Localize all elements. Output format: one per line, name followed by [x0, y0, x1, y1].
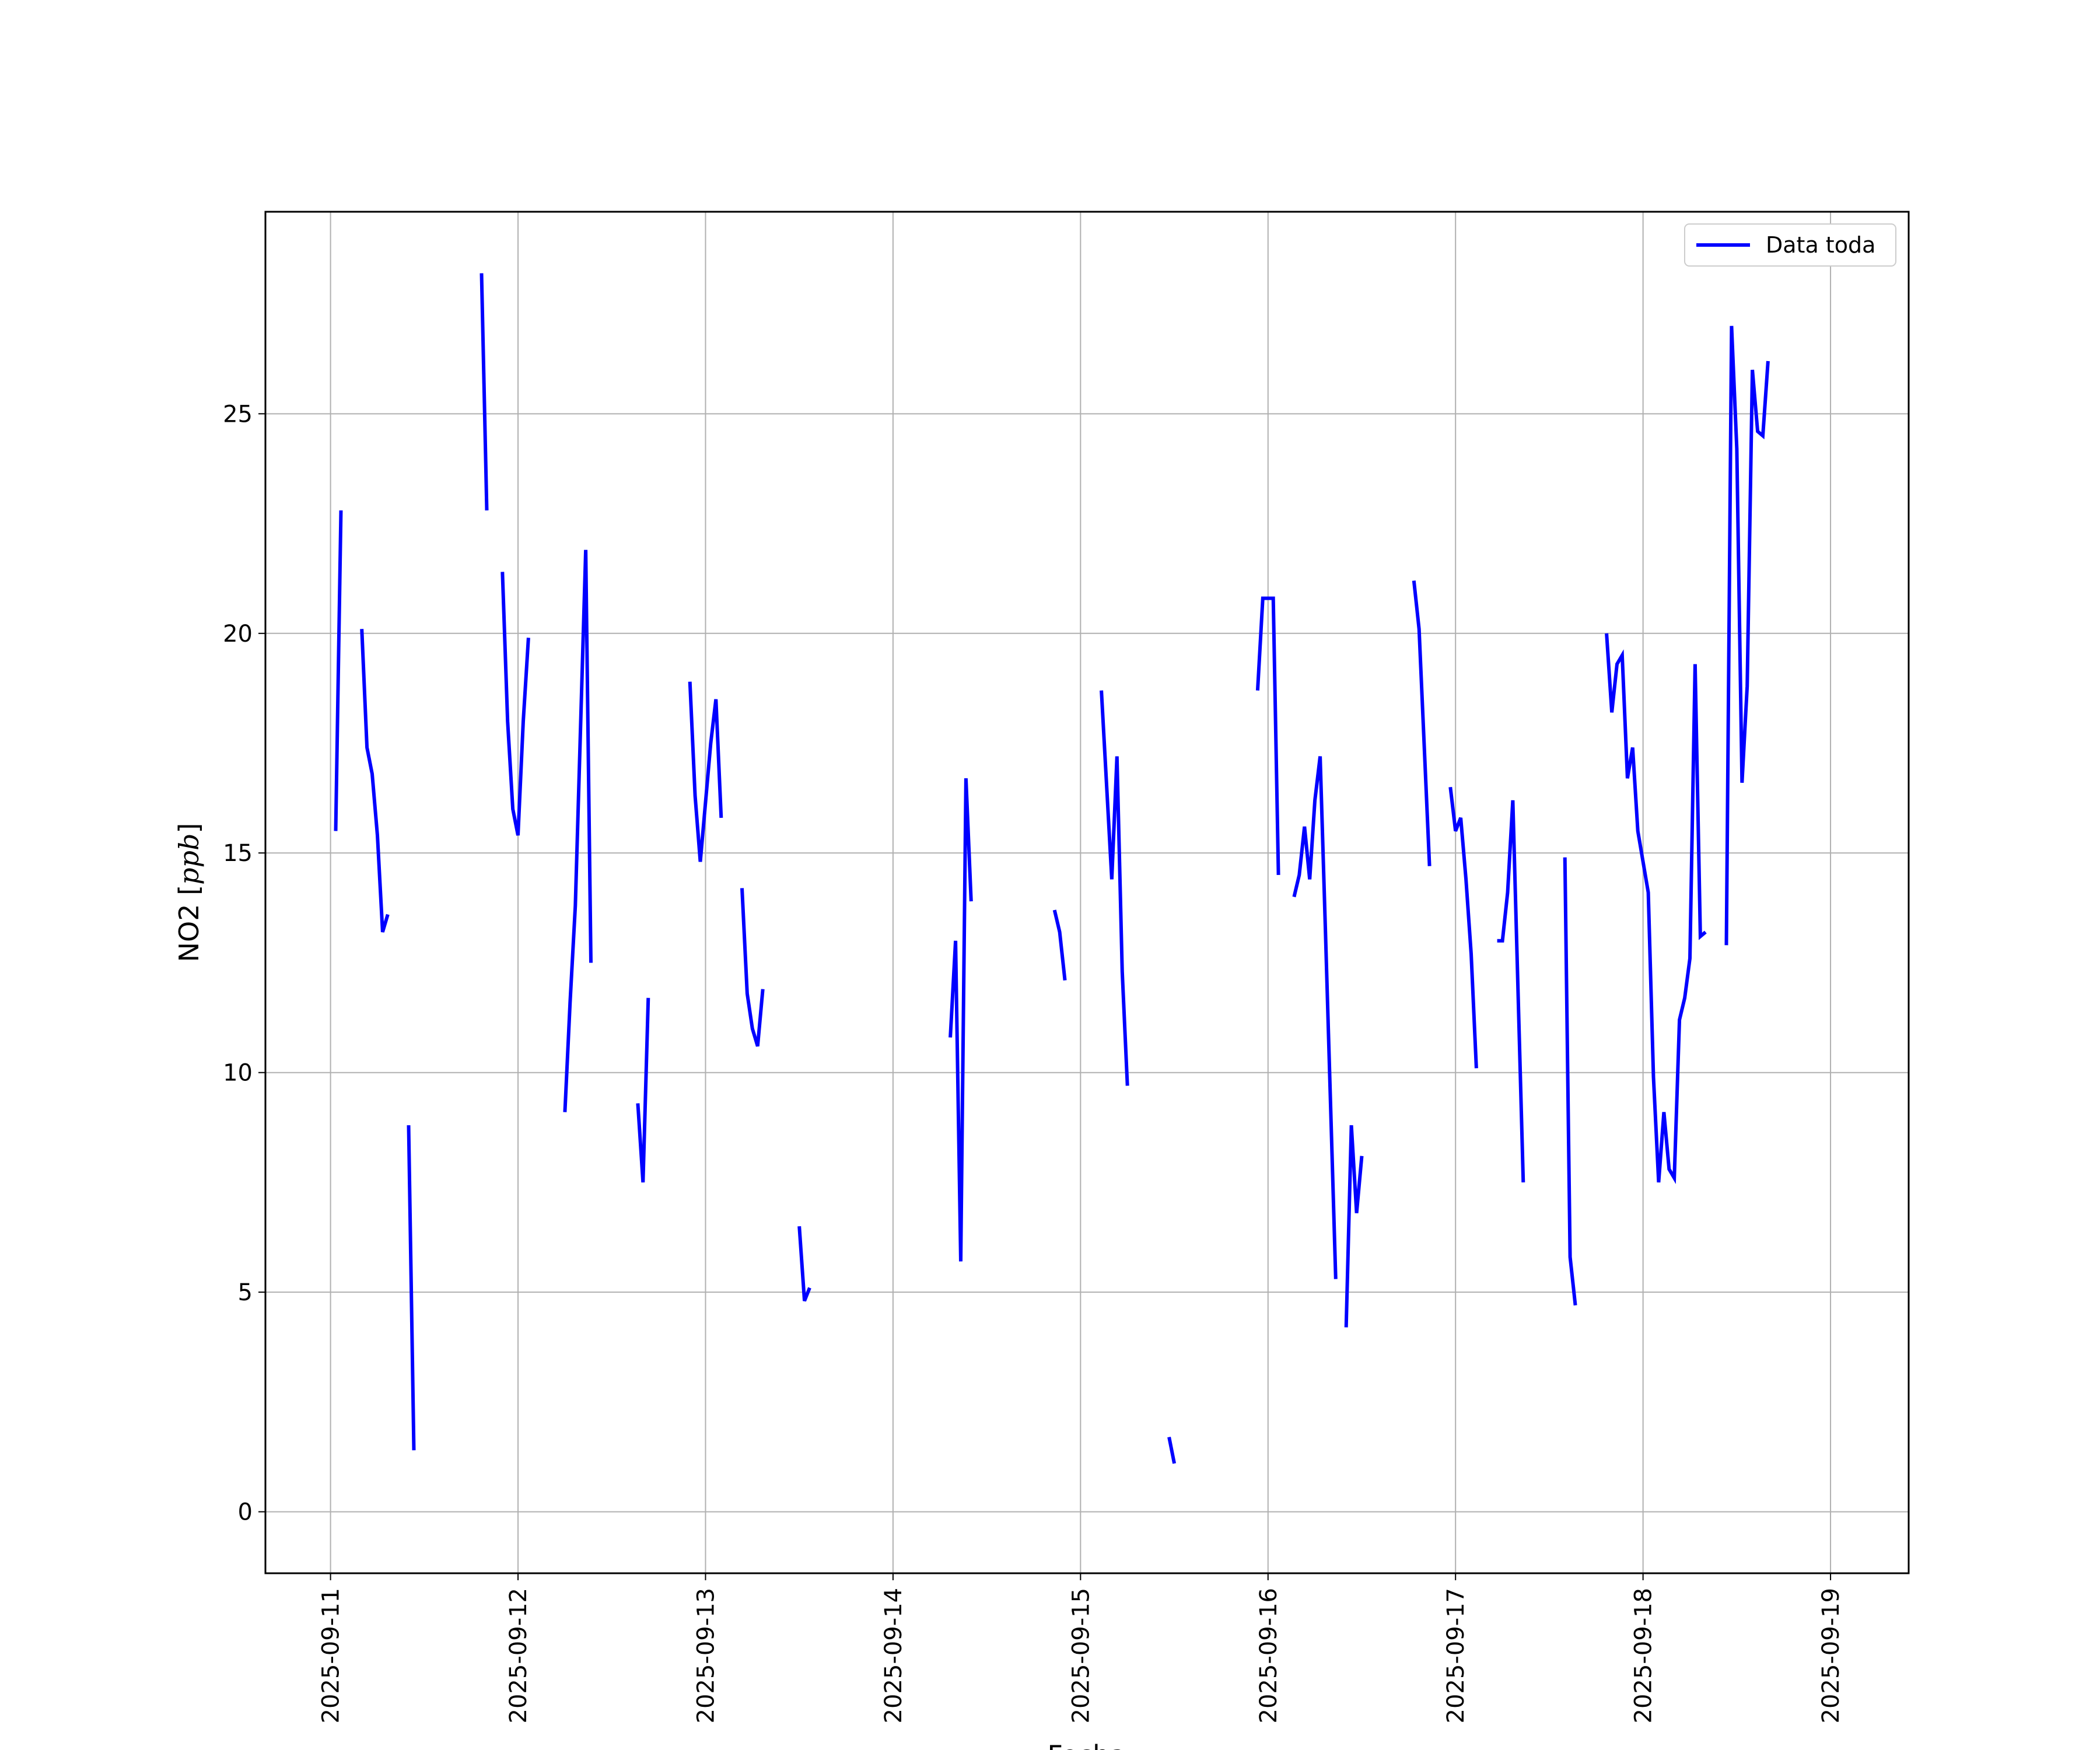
- x-tick-label: 2025-09-12: [505, 1588, 532, 1723]
- series-line-segment: [797, 1226, 811, 1302]
- series-line-segment: [949, 778, 973, 1262]
- series-line-segment: [1344, 1125, 1364, 1328]
- y-tick-label: 5: [238, 1279, 253, 1306]
- series-line-segment: [1292, 756, 1338, 1279]
- y-axis-label: NO2 [ppb]: [173, 823, 205, 963]
- x-tick-label: 2025-09-11: [318, 1588, 345, 1723]
- series-line-segment: [480, 273, 489, 511]
- y-axis-label-close: ]: [173, 823, 205, 834]
- y-tick-label: 10: [223, 1060, 253, 1087]
- series-line-segment: [636, 998, 650, 1183]
- grid-lines: [265, 212, 1909, 1573]
- series-line-segment: [1497, 800, 1525, 1182]
- series-line-segment: [1100, 690, 1129, 1086]
- legend: Data toda: [1684, 223, 1896, 267]
- series-line-segment: [1255, 596, 1280, 875]
- series-line-segment: [740, 888, 765, 1047]
- series-data-toda: [334, 273, 1770, 1464]
- series-line-segment: [360, 629, 390, 933]
- series-line-segment: [1605, 633, 1707, 1184]
- series-line-segment: [407, 1125, 416, 1451]
- y-tick-label: 15: [223, 840, 253, 867]
- x-axis-label: Fecha: [1048, 1740, 1126, 1750]
- series-line-segment: [688, 681, 723, 862]
- y-tick-label: 20: [223, 621, 253, 648]
- legend-label: Data toda: [1766, 232, 1875, 258]
- x-tick-label: 2025-09-14: [880, 1588, 907, 1723]
- x-tick-label: 2025-09-13: [692, 1588, 719, 1723]
- series-line-segment: [563, 550, 593, 1112]
- x-tick-label: 2025-09-17: [1443, 1588, 1469, 1723]
- y-tick-label: 0: [238, 1499, 253, 1526]
- y-axis-ticks: 0 5 10 15 20 25: [223, 401, 265, 1526]
- x-tick-label: 2025-09-15: [1068, 1588, 1094, 1723]
- x-tick-label: 2025-09-18: [1630, 1588, 1657, 1723]
- series-line-segment: [1724, 326, 1770, 946]
- x-axis-ticks: 2025-09-11 2025-09-12 2025-09-13 2025-09-14…: [318, 1573, 1845, 1723]
- series-line-segment: [1412, 580, 1432, 866]
- series-line-segment: [1052, 909, 1067, 981]
- series-line-segment: [1448, 786, 1478, 1069]
- legend-box: [1684, 223, 1896, 267]
- y-axis-label-text: NO2 [: [173, 885, 205, 962]
- series-line-segment: [1167, 1437, 1177, 1464]
- x-tick-label: 2025-09-16: [1255, 1588, 1282, 1723]
- plot-frame: [264, 211, 1910, 1574]
- series-line-segment: [501, 572, 530, 836]
- series-line-segment: [334, 510, 343, 831]
- series-line-segment: [1563, 857, 1577, 1306]
- y-axis-label-unit: ppb: [173, 834, 205, 885]
- y-tick-label: 25: [223, 401, 253, 428]
- x-tick-label: 2025-09-19: [1818, 1588, 1845, 1723]
